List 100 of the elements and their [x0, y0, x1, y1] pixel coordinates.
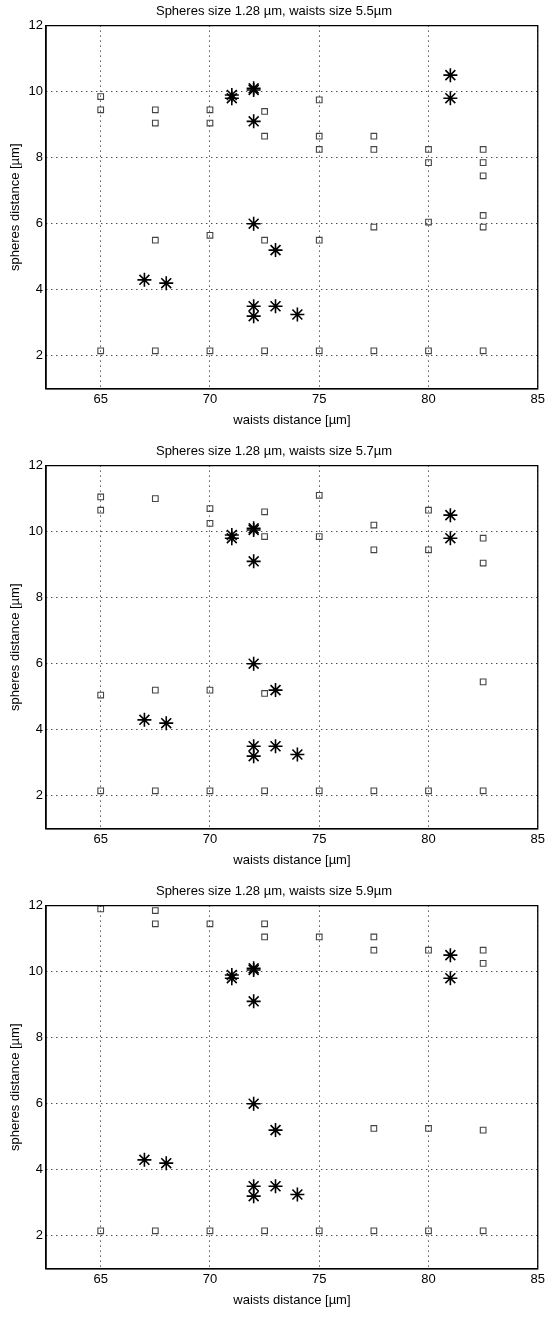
point: [261, 108, 268, 115]
point: [206, 347, 214, 355]
point: [261, 690, 268, 697]
point: [315, 347, 323, 355]
y-tick-label: 8: [35, 149, 44, 165]
point: [315, 1227, 323, 1235]
x-axis-title: waists distance [µm]: [232, 411, 351, 427]
x-tick-label: 75: [312, 1271, 327, 1287]
x-tick-label: 65: [93, 391, 108, 407]
y-tick-label: 4: [35, 281, 44, 297]
point: [370, 546, 378, 554]
point: [442, 970, 459, 987]
point: [151, 907, 159, 914]
point: [261, 236, 268, 244]
point: [370, 933, 378, 941]
point: [479, 678, 487, 686]
point: [136, 272, 153, 288]
point: [315, 132, 323, 140]
point: [151, 920, 159, 928]
point: [479, 559, 487, 567]
point: [151, 787, 159, 795]
point: [479, 960, 487, 967]
y-tick-label: 12: [28, 457, 44, 473]
y-tick-label: 2: [35, 787, 44, 803]
point: [97, 106, 105, 114]
point: [479, 946, 487, 954]
y-tick-label: 4: [35, 721, 44, 737]
y-tick-label: 8: [35, 1029, 44, 1045]
y-axis-title: spheres distance [µm]: [7, 1023, 23, 1151]
y-tick-label: 2: [35, 1227, 44, 1243]
point: [206, 1227, 214, 1235]
point: [97, 347, 105, 355]
point: [224, 970, 240, 987]
point: [224, 87, 240, 103]
x-tick-label: 70: [202, 391, 218, 407]
point: [289, 1186, 306, 1203]
point: [479, 146, 487, 153]
x-tick-label: 65: [93, 831, 108, 847]
point: [261, 533, 268, 540]
chart-title: Spheres size 1.28 µm, waists size 5.9µm: [155, 883, 393, 899]
point: [425, 787, 432, 795]
y-axis-title: spheres distance [µm]: [7, 583, 23, 711]
point: [261, 920, 268, 928]
point: [267, 1178, 284, 1195]
point: [442, 947, 459, 963]
point: [224, 527, 240, 543]
point: [370, 1125, 378, 1132]
x-tick-label: 85: [530, 391, 545, 407]
point: [425, 159, 432, 166]
point: [245, 655, 262, 672]
x-tick-label: 85: [530, 1271, 545, 1287]
y-tick-label: 10: [28, 83, 44, 99]
point: [425, 146, 432, 153]
x-axis-title: waists distance [µm]: [232, 851, 351, 867]
point: [442, 90, 459, 107]
point: [425, 946, 432, 954]
point: [151, 106, 159, 114]
point: [370, 787, 378, 795]
point: [261, 508, 268, 516]
point: [442, 507, 459, 523]
point: [315, 491, 323, 499]
y-tick-label: 2: [35, 347, 44, 363]
point: [206, 231, 214, 239]
point: [245, 308, 262, 324]
x-tick-label: 75: [312, 391, 327, 407]
chart-title: Spheres size 1.28 µm, waists size 5.7µm: [155, 443, 393, 459]
point: [151, 1227, 159, 1235]
x-tick-label: 70: [202, 1271, 218, 1287]
point: [370, 347, 378, 355]
point: [267, 298, 284, 315]
point: [289, 306, 306, 323]
point: [206, 920, 214, 928]
x-tick-label: 65: [93, 1271, 108, 1287]
point: [206, 106, 214, 114]
y-tick-label: 6: [35, 215, 44, 231]
y-tick-label: 12: [28, 17, 44, 33]
point: [261, 132, 268, 140]
point: [245, 1188, 262, 1204]
point: [158, 275, 175, 291]
y-tick-label: 8: [35, 589, 44, 605]
point: [224, 530, 240, 547]
x-tick-label: 80: [421, 391, 436, 407]
point: [479, 212, 487, 219]
point: [245, 215, 262, 232]
point: [97, 787, 105, 795]
y-tick-label: 6: [35, 1095, 44, 1111]
y-tick-label: 10: [28, 963, 44, 979]
point: [479, 1126, 487, 1134]
point: [206, 520, 214, 527]
point: [206, 787, 214, 795]
y-tick-label: 6: [35, 655, 44, 671]
point: [151, 347, 159, 355]
point: [261, 787, 268, 795]
point: [442, 530, 459, 547]
point: [97, 1227, 105, 1235]
point: [267, 242, 284, 258]
point: [479, 159, 487, 166]
point: [315, 533, 323, 540]
point: [479, 172, 487, 180]
point: [206, 505, 214, 512]
